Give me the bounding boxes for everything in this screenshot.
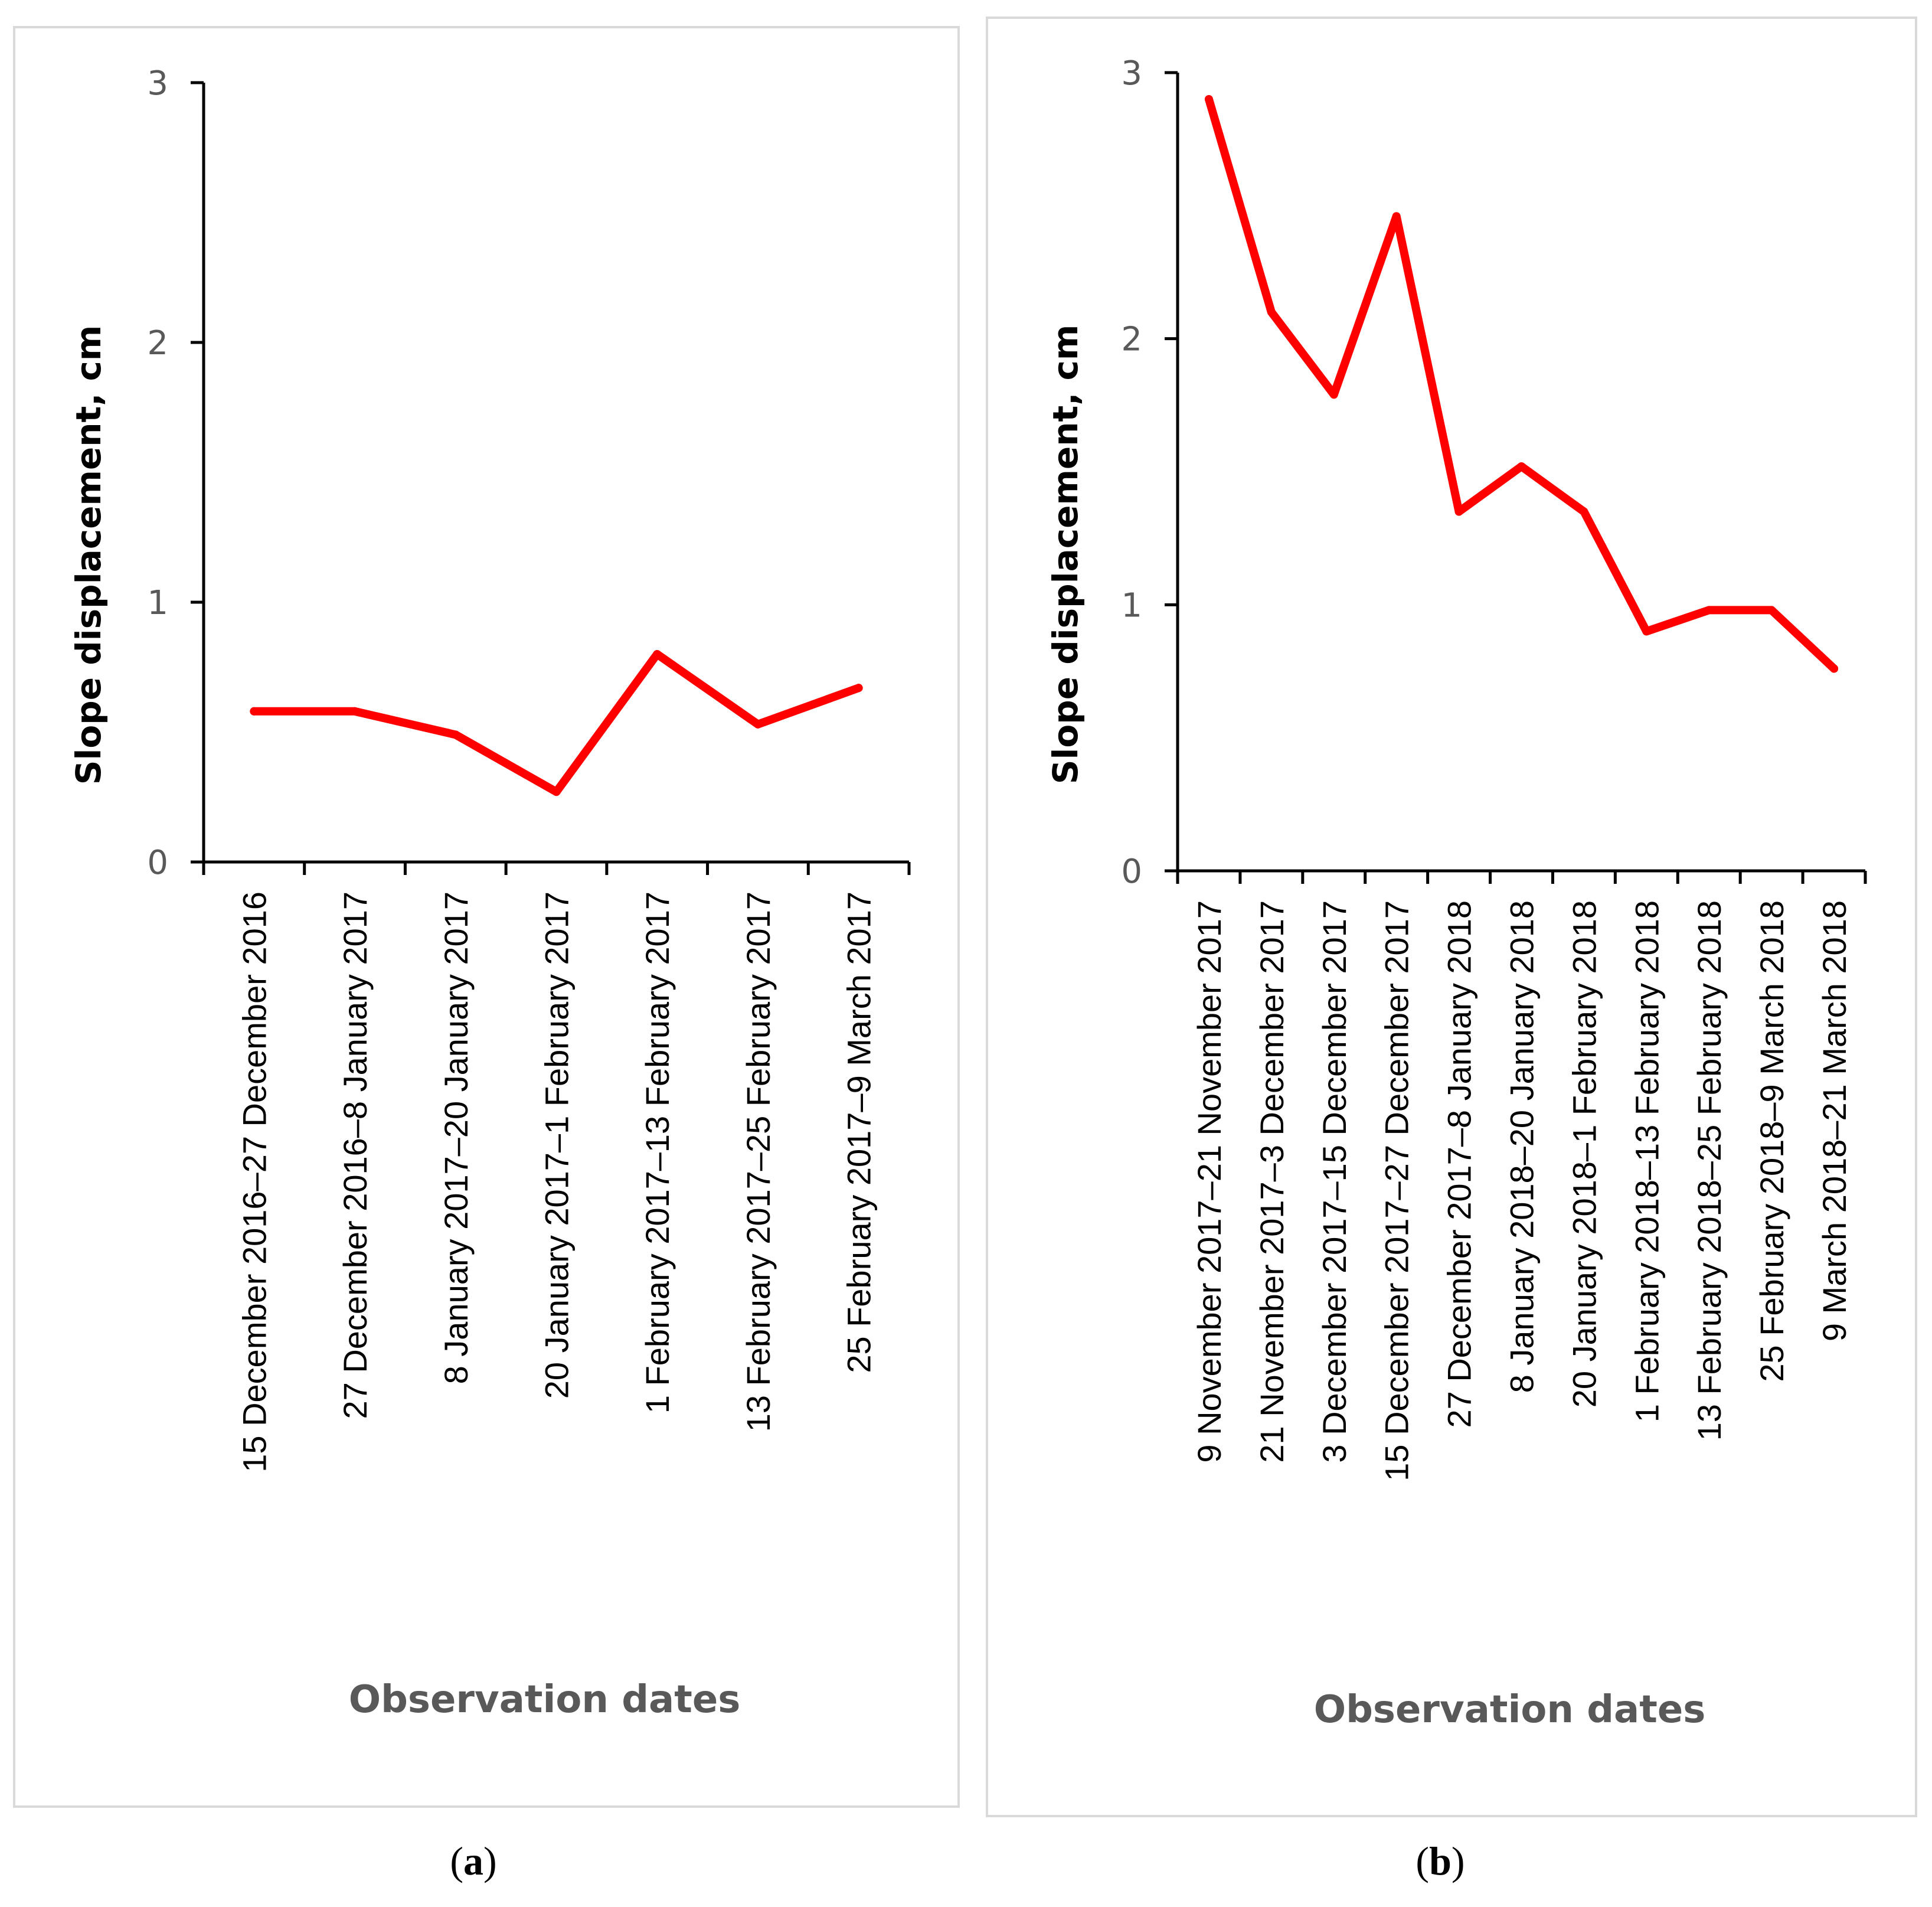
series-line (250, 650, 863, 796)
data-point (1392, 212, 1401, 221)
data-point (854, 684, 863, 693)
x-tick-label: 1 February 2017–13 February 2017 (639, 892, 676, 1413)
y-tick-label: 1 (1121, 586, 1142, 625)
x-tick-label: 8 January 2018–20 January 2018 (1503, 900, 1541, 1393)
y-tick-label: 1 (147, 584, 168, 622)
panel-a-chart: 0 1 2 3 15 December 2016–27 December 2016 27 … (68, 64, 911, 1883)
panel-caption: (a) (450, 1839, 496, 1883)
series-line (1204, 95, 1839, 673)
y-tick-label: 3 (147, 64, 168, 103)
x-tick-label: 20 January 2017–1 February 2017 (538, 892, 576, 1399)
data-point (1329, 390, 1338, 399)
x-tick-label: 21 November 2017–3 December 2017 (1253, 900, 1290, 1463)
y-axis-label: Slope displacement, cm (68, 325, 109, 785)
data-point (1830, 664, 1839, 673)
y-tick-label: 0 (1121, 853, 1142, 891)
panel-b-frame (986, 17, 1917, 1817)
x-tick-label: 27 December 2017–8 January 2018 (1441, 900, 1478, 1428)
x-tick-label: 13 February 2018–25 February 2018 (1691, 900, 1728, 1441)
x-tick-label: 1 February 2018–13 February 2018 (1628, 900, 1665, 1422)
data-point (1642, 627, 1651, 636)
data-point (250, 707, 259, 716)
y-tick-label: 3 (1121, 54, 1142, 93)
data-point (1580, 507, 1588, 516)
panel-b-chart: 0 1 2 3 9 November 2017–21 November 2017 21 N… (1045, 54, 1867, 1883)
data-point (451, 730, 460, 739)
x-axis-label: Observation dates (1314, 1688, 1706, 1732)
x-tick-label: 9 November 2017–21 November 2017 (1191, 900, 1228, 1463)
y-tick-label: 2 (147, 324, 168, 363)
data-point (1267, 308, 1276, 316)
data-point (552, 788, 561, 796)
x-tick-label: 15 December 2017–27 December 2017 (1378, 900, 1416, 1481)
panel-a-frame (13, 26, 960, 1808)
x-tick-label: 27 December 2016–8 January 2017 (336, 892, 374, 1419)
data-point (1454, 507, 1463, 516)
data-point (1705, 606, 1714, 615)
x-tick-label: 9 March 2018–21 March 2018 (1816, 900, 1853, 1341)
y-tick-label: 2 (1121, 321, 1142, 359)
panel-caption: (b) (1416, 1839, 1464, 1883)
y-tick-label: 0 (147, 844, 168, 882)
y-axis-label: Slope displacement, cm (1045, 325, 1086, 785)
data-point (351, 707, 359, 716)
x-tick-label: 3 December 2017–15 December 2017 (1316, 900, 1353, 1463)
x-tick-label: 20 January 2018–1 February 2018 (1565, 900, 1603, 1408)
x-tick-label: 25 February 2017–9 March 2017 (841, 892, 878, 1373)
x-tick-label: 8 January 2017–20 January 2017 (437, 892, 475, 1384)
data-point (1517, 462, 1526, 471)
data-point (1204, 95, 1213, 104)
data-point (653, 650, 662, 658)
data-point (1767, 606, 1776, 615)
x-axis-label: Observation dates (349, 1678, 741, 1722)
x-tick-label: 25 February 2018–9 March 2018 (1753, 900, 1790, 1382)
x-tick-label: 15 December 2016–27 December 2016 (236, 892, 273, 1472)
x-tick-label: 13 February 2017–25 February 2017 (740, 892, 777, 1432)
data-point (753, 720, 762, 729)
